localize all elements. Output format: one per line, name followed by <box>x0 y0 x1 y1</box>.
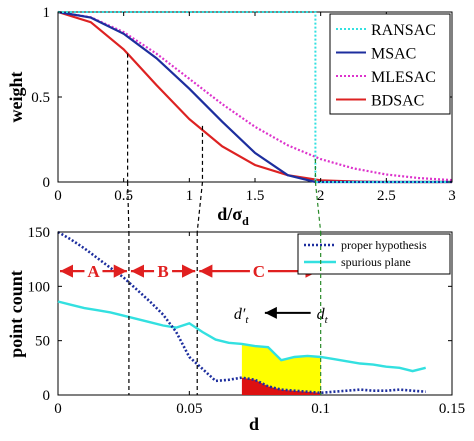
region-label-C: C <box>253 262 265 281</box>
legend-label-proper: proper hypothesis <box>341 238 427 252</box>
guide-line-connector <box>196 181 204 233</box>
bottom-x-tick-label: 0.05 <box>176 401 202 417</box>
series-line-spurious <box>57 300 426 373</box>
top-y-axis-label: weight <box>6 72 26 123</box>
bottom-y-tick-label: 150 <box>28 225 51 241</box>
top-y-tick-label: 0 <box>43 175 51 191</box>
spurious-excess-area <box>241 343 321 393</box>
guide-line-connector <box>314 181 322 233</box>
top-x-axis-label: d/σd <box>217 204 249 228</box>
legend-label-bdsac: BDSAC <box>371 93 424 110</box>
legend-label-spurious: spurious plane <box>341 255 411 269</box>
bottom-y-tick-label: 100 <box>28 279 51 295</box>
bottom-x-tick-label: 0 <box>54 401 62 417</box>
top-y-tick-label: 0.5 <box>31 90 50 106</box>
guide-line-connector <box>127 181 130 233</box>
top-x-tick-label: 1 <box>186 188 194 204</box>
bottom-legend: proper hypothesis spurious plane <box>297 233 451 275</box>
legend-label-msac: MSAC <box>371 46 416 63</box>
top-x-tick-label: 0 <box>54 188 62 204</box>
top-x-tick-label: 0.5 <box>114 188 133 204</box>
bottom-y-axis-label: point count <box>6 270 26 358</box>
top-x-tick-label: 2.5 <box>377 188 396 204</box>
bottom-x-tick-label: 0.15 <box>439 401 465 417</box>
legend-label-ransac: RANSAC <box>371 22 436 39</box>
bottom-x-tick-label: 0.1 <box>311 401 330 417</box>
top-x-tick-label: 1.5 <box>246 188 265 204</box>
top-x-tick-label: 3 <box>448 188 456 204</box>
region-label-A: A <box>87 262 100 281</box>
top-y-tick-label: 1 <box>43 5 51 21</box>
legend-label-mlesac: MLESAC <box>371 69 436 86</box>
bottom-y-tick-label: 0 <box>43 388 51 404</box>
top-legend: RANSAC MSAC MLESAC BDSAC <box>329 13 451 115</box>
region-label-B: B <box>157 262 168 281</box>
top-x-tick-label: 2 <box>317 188 325 204</box>
proper-area <box>241 377 321 395</box>
weight-plot: 0 0.5 1 1.5 2 2.5 3 0 0.5 1 weight d/σd RANSAC MSA… <box>6 5 456 228</box>
bottom-x-axis-label: d <box>249 414 259 434</box>
series-line-mlesac <box>57 10 453 182</box>
series-line-ransac <box>58 11 452 183</box>
bottom-y-tick-label: 50 <box>35 334 50 350</box>
